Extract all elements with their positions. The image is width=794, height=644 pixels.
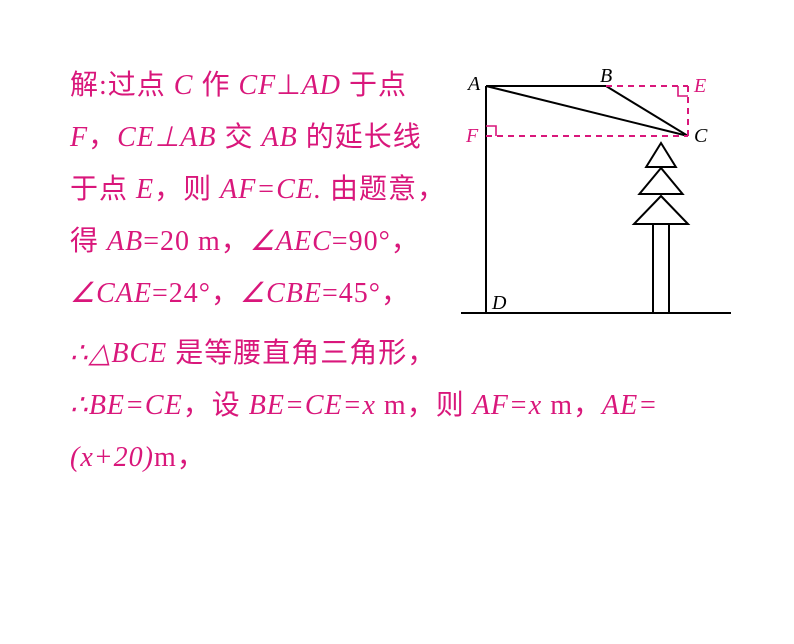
sym-90: =90° — [332, 226, 391, 257]
figure-svg: A B D C E F — [456, 68, 736, 328]
sym-perp: ⊥ — [276, 70, 301, 101]
t: 的延长线 — [298, 122, 422, 153]
t: 于点 — [70, 174, 136, 205]
sym-E: E — [136, 174, 154, 205]
t: ， — [381, 278, 410, 309]
t: m，则 — [376, 390, 473, 421]
line-1: 解:过点 C 作 CF⊥AD 于点 — [70, 60, 446, 112]
sym-AEC: ∠AEC — [250, 226, 332, 257]
sym-AE: AE= — [602, 390, 658, 421]
sym-24: =24° — [152, 278, 211, 309]
line-8: (x+20)m， — [70, 432, 764, 484]
t: ，则 — [154, 174, 220, 205]
line-2: F，CE⊥AB 交 AB 的延长线 — [70, 112, 446, 164]
sym-CAE: ∠CAE — [70, 278, 152, 309]
sym-x20: (x+20) — [70, 442, 154, 473]
t: m， — [154, 442, 206, 473]
sym-CEperpAB: CE⊥AB — [117, 122, 216, 153]
line-7: ∴BE=CE，设 BE=CE=x m，则 AF=x m，AE= — [70, 380, 764, 432]
line-6: ∴△BCE 是等腰直角三角形， — [70, 328, 764, 380]
geometry-figure: A B D C E F — [456, 68, 736, 328]
sym-20: =20 — [143, 226, 190, 257]
sym-triBCE: ∴△BCE — [70, 338, 167, 369]
sym-eqCE: =CE. — [256, 174, 322, 205]
t: 得 — [70, 226, 107, 257]
sym-AB: AB — [262, 122, 298, 153]
line-3: 于点 E，则 AF=CE. 由题意， — [70, 164, 446, 216]
svg-text:F: F — [465, 125, 479, 147]
sym-C: C — [174, 70, 194, 101]
sym-F: F — [70, 122, 88, 153]
sym-AD: AD — [302, 70, 341, 101]
t: ， — [391, 226, 420, 257]
t: 是等腰直角三角形， — [167, 338, 436, 369]
line-5: ∠CAE=24°，∠CBE=45°， — [70, 268, 446, 320]
t: 作 — [193, 70, 238, 101]
t: 解:过点 — [70, 70, 174, 101]
t: m， — [542, 390, 602, 421]
t: ， — [211, 278, 240, 309]
sym-CBE: ∠CBE — [240, 278, 322, 309]
sym-AB2: AB — [107, 226, 143, 257]
svg-text:C: C — [694, 125, 708, 147]
solution-text-narrow: 解:过点 C 作 CF⊥AD 于点 F，CE⊥AB 交 AB 的延长线 于点 E… — [70, 60, 446, 320]
t: m， — [190, 226, 250, 257]
t: 交 — [217, 122, 262, 153]
sym-45: =45° — [322, 278, 381, 309]
sym-AF: AF — [220, 174, 256, 205]
solution-text-wide: ∴△BCE 是等腰直角三角形， ∴BE=CE，设 BE=CE=x m，则 AF=… — [70, 328, 764, 484]
svg-text:D: D — [491, 292, 507, 314]
t: ， — [88, 122, 117, 153]
svg-text:E: E — [693, 75, 706, 97]
sym-AFx: AF=x — [473, 390, 543, 421]
svg-text:B: B — [600, 68, 612, 87]
t: 由题意， — [322, 174, 446, 205]
t: ，设 — [183, 390, 249, 421]
sym-BECE: ∴BE=CE — [70, 390, 183, 421]
sym-BECEx: BE=CE=x — [249, 390, 376, 421]
sym-CF: CF — [238, 70, 276, 101]
line-4: 得 AB=20 m，∠AEC=90°， — [70, 216, 446, 268]
svg-text:A: A — [466, 73, 481, 95]
t: 于点 — [341, 70, 407, 101]
